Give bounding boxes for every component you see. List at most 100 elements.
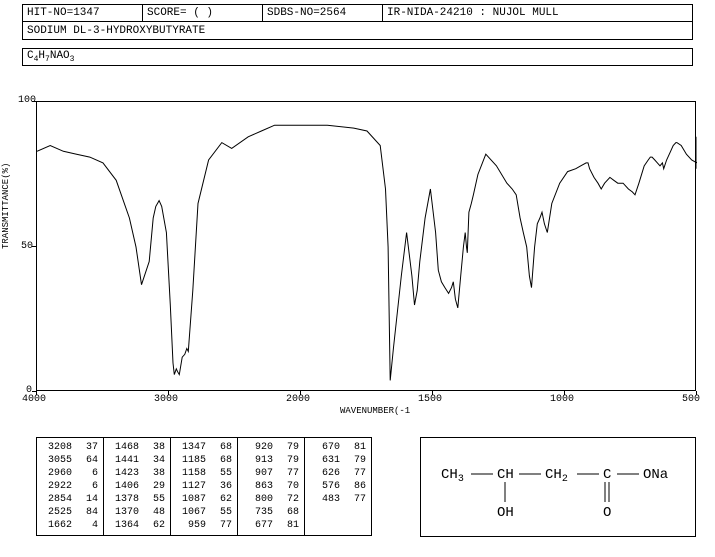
peak-row: 863 70: [243, 480, 299, 493]
peak-transmittance: 48: [147, 506, 165, 519]
peak-wavenumber: 1158: [176, 467, 206, 480]
peak-wavenumber: 863: [243, 480, 273, 493]
peak-row: 2960 6: [42, 467, 98, 480]
peak-transmittance: 72: [281, 493, 299, 506]
peak-row: 48377: [310, 493, 366, 506]
peak-wavenumber: 2922: [42, 480, 72, 493]
peak-transmittance: 6: [80, 480, 98, 493]
x-axis-title: WAVENUMBER(-1: [340, 406, 410, 416]
peak-wavenumber: 677: [243, 519, 273, 532]
peak-wavenumber: 1378: [109, 493, 139, 506]
peak-row: 920 79: [243, 441, 299, 454]
peak-transmittance: 29: [147, 480, 165, 493]
peak-row: 1370 48: [109, 506, 165, 519]
structure-svg: CH3 CH CH2 C ONa OH O: [421, 438, 697, 538]
peak-row: 2922 6: [42, 480, 98, 493]
peak-row: 62677: [310, 467, 366, 480]
peak-transmittance: 70: [281, 480, 299, 493]
peak-row: 140629: [109, 480, 165, 493]
svg-text:O: O: [603, 505, 611, 521]
peak-transmittance: 6: [80, 467, 98, 480]
peak-row: 67781: [243, 519, 299, 532]
svg-text:CH2: CH2: [545, 467, 568, 485]
peak-transmittance: 77: [281, 467, 299, 480]
compound-name-row: SODIUM DL-3-HYDROXYBUTYRATE: [22, 22, 693, 40]
peak-wavenumber: 1441: [109, 454, 139, 467]
peak-transmittance: 77: [348, 493, 366, 506]
peak-row: 1364 62: [109, 519, 165, 532]
peak-row: 1378 55: [109, 493, 165, 506]
peak-wavenumber: 1067: [176, 506, 206, 519]
peak-transmittance: 55: [147, 493, 165, 506]
peak-wavenumber: 3055: [42, 454, 72, 467]
peak-column: 920 7991379907 77 863 7080072735 6867781: [238, 438, 305, 535]
peak-transmittance: 68: [214, 441, 232, 454]
peak-wavenumber: 576: [310, 480, 340, 493]
peak-transmittance: 64: [80, 454, 98, 467]
peak-row: 735 68: [243, 506, 299, 519]
peak-wavenumber: 920: [243, 441, 273, 454]
peak-wavenumber: 1423: [109, 467, 139, 480]
peak-row: 320837: [42, 441, 98, 454]
peak-row: 3055 64: [42, 454, 98, 467]
peak-transmittance: 79: [281, 441, 299, 454]
peak-wavenumber: 3208: [42, 441, 72, 454]
x-tick-label: 4000: [22, 394, 46, 405]
x-tick-label: 2000: [286, 394, 310, 405]
hit-no-cell: HIT-NO=1347: [23, 5, 143, 21]
peak-wavenumber: 1468: [109, 441, 139, 454]
peak-wavenumber: 907: [243, 467, 273, 480]
peak-wavenumber: 1347: [176, 441, 206, 454]
formula-row: C4H7NAO3: [22, 48, 693, 66]
peak-transmittance: 86: [348, 480, 366, 493]
peak-wavenumber: 1364: [109, 519, 139, 532]
peak-row: 1347 68: [176, 441, 232, 454]
x-tick-label: 1500: [418, 394, 442, 405]
peak-wavenumber: 631: [310, 454, 340, 467]
peak-row: 115855: [176, 467, 232, 480]
peak-transmittance: 68: [214, 454, 232, 467]
peak-row: 67081: [310, 441, 366, 454]
peak-row: 631 79: [310, 454, 366, 467]
peak-transmittance: 68: [281, 506, 299, 519]
peak-row: 1067 55: [176, 506, 232, 519]
peak-transmittance: 62: [147, 519, 165, 532]
svg-text:CH: CH: [497, 467, 514, 483]
peak-transmittance: 81: [348, 441, 366, 454]
svg-text:ONa: ONa: [643, 467, 668, 483]
peak-wavenumber: 1185: [176, 454, 206, 467]
peak-row: 91379: [243, 454, 299, 467]
peak-transmittance: 38: [147, 441, 165, 454]
peak-transmittance: 79: [348, 454, 366, 467]
peak-row: 1087 62: [176, 493, 232, 506]
peak-wavenumber: 1127: [176, 480, 206, 493]
y-axis-title: TRANSMITTANCE(%): [1, 163, 11, 249]
peak-wavenumber: 959: [176, 519, 206, 532]
peak-wavenumber: 2960: [42, 467, 72, 480]
svg-text:C: C: [603, 467, 611, 483]
peak-transmittance: 34: [147, 454, 165, 467]
ir-info-cell: IR-NIDA-24210 : NUJOL MULL: [383, 5, 692, 21]
peak-row: 95977: [176, 519, 232, 532]
peak-row: 80072: [243, 493, 299, 506]
peak-transmittance: 79: [281, 454, 299, 467]
peak-row: 252584: [42, 506, 98, 519]
peak-column: 6708163179626775768648377: [305, 438, 371, 535]
peak-wavenumber: 1662: [42, 519, 72, 532]
peak-wavenumber: 735: [243, 506, 273, 519]
x-tick-label: 1000: [550, 394, 574, 405]
peak-row: 1185 68: [176, 454, 232, 467]
peak-transmittance: 55: [214, 506, 232, 519]
peak-row: 1468 38: [109, 441, 165, 454]
svg-text:CH3: CH3: [441, 467, 464, 485]
peak-row: 112736: [176, 480, 232, 493]
peak-column: 1347681185681158551127361087621067559597…: [171, 438, 238, 535]
peak-column: 320837305564296062922628541425258416624: [37, 438, 104, 535]
peak-wavenumber: 626: [310, 467, 340, 480]
peak-transmittance: 38: [147, 467, 165, 480]
peak-transmittance: 4: [80, 519, 98, 532]
peak-transmittance: 62: [214, 493, 232, 506]
peak-wavenumber: 1087: [176, 493, 206, 506]
peak-column: 1468381441341423381406291378551370481364…: [104, 438, 171, 535]
peak-wavenumber: 1370: [109, 506, 139, 519]
